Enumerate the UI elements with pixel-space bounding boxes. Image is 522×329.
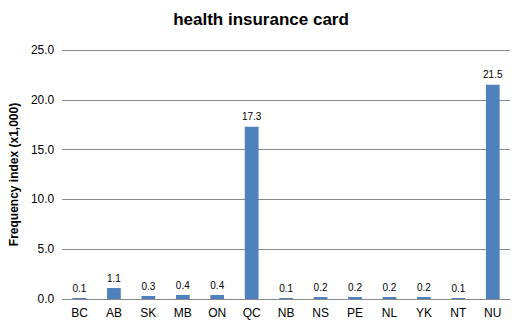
svg-text:0.1: 0.1 bbox=[279, 283, 293, 294]
svg-text:0.4: 0.4 bbox=[176, 280, 190, 291]
svg-text:5.0: 5.0 bbox=[38, 242, 55, 256]
svg-text:NU: NU bbox=[484, 306, 501, 320]
svg-text:10.0: 10.0 bbox=[31, 192, 55, 206]
svg-text:BC: BC bbox=[71, 306, 88, 320]
svg-text:20.0: 20.0 bbox=[31, 93, 55, 107]
svg-text:0.0: 0.0 bbox=[38, 292, 55, 306]
svg-text:17.3: 17.3 bbox=[242, 111, 262, 122]
svg-text:0.2: 0.2 bbox=[314, 282, 328, 293]
svg-text:YK: YK bbox=[416, 306, 432, 320]
svg-text:1.1: 1.1 bbox=[107, 273, 121, 284]
svg-text:Frequency index (x1,000): Frequency index (x1,000) bbox=[7, 103, 21, 246]
svg-text:SK: SK bbox=[140, 306, 156, 320]
svg-text:MB: MB bbox=[174, 306, 192, 320]
svg-text:0.3: 0.3 bbox=[141, 281, 155, 292]
svg-text:AB: AB bbox=[106, 306, 122, 320]
svg-text:25.0: 25.0 bbox=[31, 43, 55, 57]
svg-text:0.2: 0.2 bbox=[417, 282, 431, 293]
svg-text:0.4: 0.4 bbox=[210, 280, 224, 291]
svg-text:QC: QC bbox=[243, 306, 261, 320]
svg-text:NT: NT bbox=[450, 306, 467, 320]
svg-text:NL: NL bbox=[382, 306, 398, 320]
svg-text:15.0: 15.0 bbox=[31, 143, 55, 157]
svg-text:ON: ON bbox=[208, 306, 226, 320]
svg-text:0.2: 0.2 bbox=[383, 282, 397, 293]
svg-text:21.5: 21.5 bbox=[483, 69, 503, 80]
svg-text:0.2: 0.2 bbox=[348, 282, 362, 293]
svg-text:NS: NS bbox=[312, 306, 329, 320]
svg-text:health insurance card: health insurance card bbox=[173, 10, 349, 29]
svg-text:PE: PE bbox=[347, 306, 363, 320]
svg-text:0.1: 0.1 bbox=[451, 283, 465, 294]
svg-text:NB: NB bbox=[278, 306, 295, 320]
svg-text:0.1: 0.1 bbox=[73, 283, 87, 294]
